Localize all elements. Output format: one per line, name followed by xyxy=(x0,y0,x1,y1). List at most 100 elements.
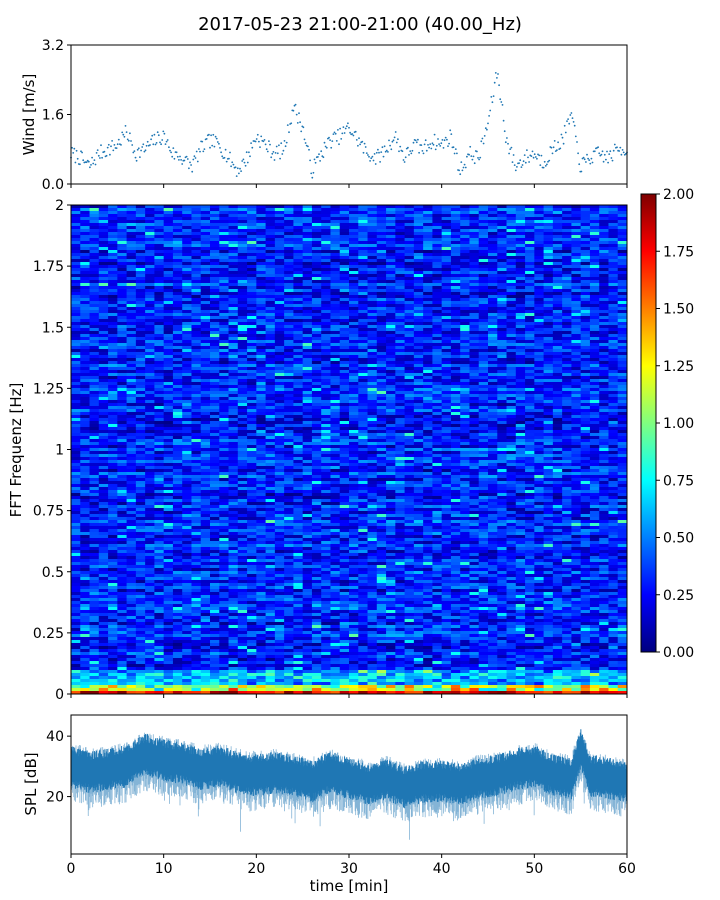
spec-cell xyxy=(163,337,174,341)
spec-cell xyxy=(339,214,350,218)
spec-cell xyxy=(163,220,174,224)
spec-cell xyxy=(274,331,285,335)
spec-cell xyxy=(293,331,304,335)
spec-cell xyxy=(460,304,470,308)
spec-cell xyxy=(589,214,600,218)
spec-cell xyxy=(210,388,220,392)
spec-cell xyxy=(367,340,378,344)
spec-cell xyxy=(423,268,433,272)
spec-cell xyxy=(404,367,415,371)
spec-cell xyxy=(256,370,266,374)
spec-cell xyxy=(562,346,572,350)
spec-cell xyxy=(311,340,322,344)
spec-cell xyxy=(571,397,582,401)
spec-cell xyxy=(210,397,220,401)
wind-point-72 xyxy=(150,138,153,141)
spec-cell xyxy=(89,319,100,323)
spec-cell xyxy=(460,334,470,338)
spec-cell xyxy=(71,373,81,377)
spec-cell xyxy=(488,358,498,362)
spec-cell xyxy=(219,415,229,419)
spec-cell xyxy=(358,283,368,287)
spec-cell xyxy=(599,232,609,236)
spec-cell xyxy=(395,352,405,356)
wind-point-400 xyxy=(514,169,517,172)
spec-cell xyxy=(349,388,359,392)
spec-cell xyxy=(219,262,229,266)
wind-point-327 xyxy=(433,133,436,136)
spec-cell xyxy=(256,241,266,245)
spec-cell xyxy=(330,424,341,428)
spec-cell xyxy=(506,259,517,263)
spec-cell xyxy=(256,310,266,314)
spec-cell xyxy=(534,259,544,263)
spec-cell xyxy=(154,376,165,380)
spec-cell xyxy=(126,268,137,272)
spec-cell xyxy=(423,376,433,380)
spec-cell xyxy=(89,250,100,254)
spec-cell xyxy=(460,310,470,314)
spec-cell xyxy=(460,241,470,245)
spec-cell xyxy=(450,292,461,296)
spec-cell xyxy=(460,223,470,227)
spec-cell xyxy=(488,229,498,233)
spec-cell xyxy=(367,361,378,365)
spec-cell xyxy=(376,337,387,341)
spec-cell xyxy=(543,409,554,413)
spec-cell xyxy=(265,403,276,407)
wind-point-83 xyxy=(162,130,165,133)
spec-cell xyxy=(89,283,100,287)
spec-cell xyxy=(432,328,443,332)
spec-cell xyxy=(274,307,285,311)
spec-cell xyxy=(71,358,81,362)
spec-cell xyxy=(71,274,81,278)
spec-cell xyxy=(293,277,304,281)
spec-cell xyxy=(589,223,600,227)
spec-cell xyxy=(608,259,619,263)
spec-cell xyxy=(571,364,582,368)
spec-cell xyxy=(543,259,554,263)
spec-cell xyxy=(135,370,146,374)
spec-cell xyxy=(589,241,600,245)
spec-cell xyxy=(460,298,470,302)
spec-cell xyxy=(274,352,285,356)
spec-cell xyxy=(210,346,220,350)
spec-cell xyxy=(108,343,118,347)
spec-cell xyxy=(182,211,192,215)
spec-cell xyxy=(617,424,628,428)
spec-cell xyxy=(117,364,127,368)
spec-cell xyxy=(469,274,480,278)
spec-cell xyxy=(200,241,211,245)
spec-cell xyxy=(117,370,127,374)
spec-cell xyxy=(274,373,285,377)
spec-cell xyxy=(349,274,359,278)
spec-cell xyxy=(247,424,257,428)
spec-cell xyxy=(80,394,90,398)
spec-cell xyxy=(386,235,396,239)
spec-cell xyxy=(321,361,331,365)
spec-cell xyxy=(126,310,137,314)
wind-point-32 xyxy=(105,154,108,157)
spec-cell xyxy=(274,418,285,422)
spec-cell xyxy=(525,256,535,260)
spec-cell xyxy=(71,205,81,209)
spec-cell xyxy=(534,385,544,389)
spec-cell xyxy=(515,400,526,404)
spec-cell xyxy=(506,316,517,320)
spec-cell xyxy=(210,349,220,353)
spec-cell xyxy=(247,373,257,377)
spec-cell xyxy=(543,274,554,278)
spec-cell xyxy=(441,367,452,371)
spec-cell xyxy=(89,229,100,233)
spec-cell xyxy=(108,289,118,293)
spec-cell xyxy=(274,388,285,392)
spec-cell xyxy=(182,265,192,269)
spec-cell xyxy=(367,277,378,281)
spec-cell xyxy=(525,253,535,257)
spec-cell xyxy=(163,229,174,233)
spec-cell xyxy=(163,331,174,335)
spec-cell xyxy=(358,409,368,413)
spec-cell xyxy=(349,376,359,380)
spec-cell xyxy=(71,364,81,368)
spec-cell xyxy=(571,340,582,344)
